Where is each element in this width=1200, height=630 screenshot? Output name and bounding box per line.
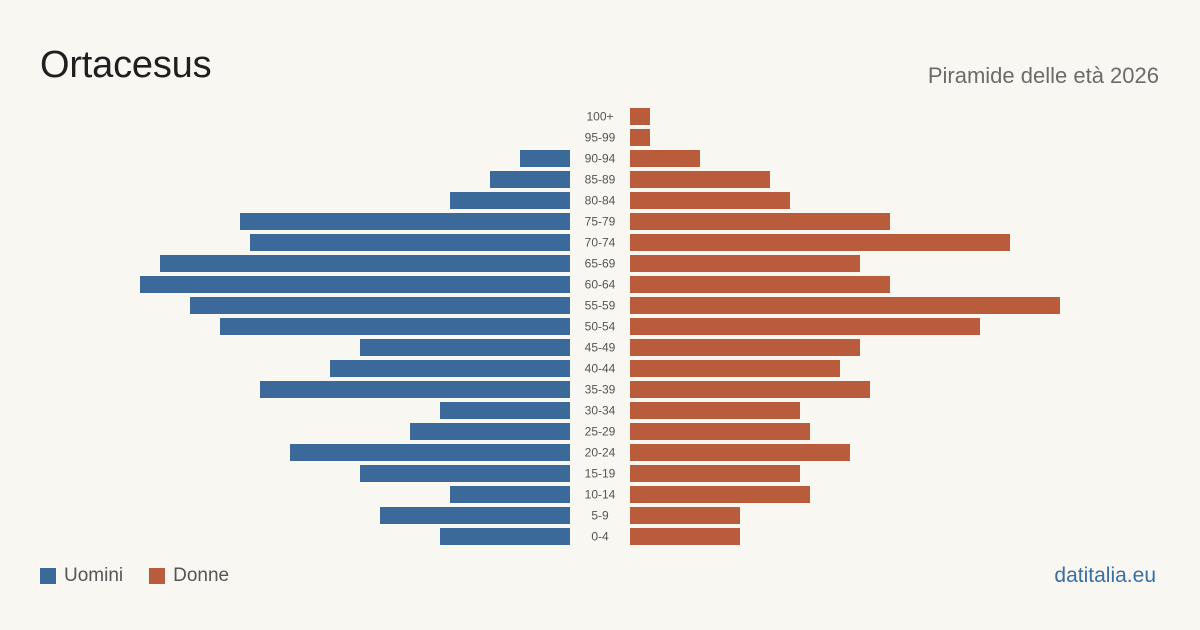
- bar-men-70-74: [250, 234, 570, 251]
- age-group-label: 10-14: [585, 488, 616, 502]
- legend-label-women: Donne: [173, 565, 230, 586]
- age-group-label: 55-59: [585, 299, 616, 313]
- age-group-label: 50-54: [585, 320, 616, 334]
- bar-women-90-94: [630, 150, 700, 167]
- bar-men-30-34: [440, 402, 570, 419]
- age-group-label: 5-9: [591, 509, 609, 523]
- age-group-label: 40-44: [585, 362, 616, 376]
- age-group-label: 45-49: [585, 341, 616, 355]
- page-title: Ortacesus: [40, 44, 212, 86]
- bar-men-55-59: [190, 297, 570, 314]
- age-group-label: 90-94: [585, 152, 616, 166]
- age-group-label: 65-69: [585, 257, 616, 271]
- age-group-label: 60-64: [585, 278, 616, 292]
- bar-women-70-74: [630, 234, 1010, 251]
- age-group-label: 35-39: [585, 383, 616, 397]
- bar-men-65-69: [160, 255, 570, 272]
- age-group-label: 100+: [586, 110, 613, 124]
- bar-men-25-29: [410, 423, 570, 440]
- bar-women-45-49: [630, 339, 860, 356]
- bar-women-60-64: [630, 276, 890, 293]
- age-group-label: 75-79: [585, 215, 616, 229]
- bar-women-30-34: [630, 402, 800, 419]
- bar-women-100+: [630, 108, 650, 125]
- bar-men-40-44: [330, 360, 570, 377]
- bar-men-20-24: [290, 444, 570, 461]
- bar-men-50-54: [220, 318, 570, 335]
- bar-women-75-79: [630, 213, 890, 230]
- bar-men-90-94: [520, 150, 570, 167]
- age-group-label: 30-34: [585, 404, 616, 418]
- legend-item-men: Uomini: [40, 565, 123, 587]
- bar-women-95-99: [630, 129, 650, 146]
- bar-women-65-69: [630, 255, 860, 272]
- bar-women-5-9: [630, 507, 740, 524]
- legend-swatch-women: [149, 568, 166, 584]
- legend-label-men: Uomini: [64, 565, 124, 586]
- bar-women-80-84: [630, 192, 790, 209]
- age-group-label: 95-99: [585, 131, 616, 145]
- bar-men-85-89: [490, 171, 570, 188]
- bar-women-50-54: [630, 318, 980, 335]
- bar-men-75-79: [240, 213, 570, 230]
- age-group-label: 20-24: [585, 446, 616, 460]
- bar-women-85-89: [630, 171, 770, 188]
- bar-men-5-9: [380, 507, 570, 524]
- bar-women-55-59: [630, 297, 1060, 314]
- bar-men-0-4: [440, 528, 570, 545]
- bar-women-0-4: [630, 528, 740, 545]
- bar-women-35-39: [630, 381, 870, 398]
- bar-women-40-44: [630, 360, 840, 377]
- bar-men-15-19: [360, 465, 570, 482]
- age-group-label: 15-19: [585, 467, 616, 481]
- bar-women-15-19: [630, 465, 800, 482]
- bar-men-80-84: [450, 192, 570, 209]
- age-group-label: 70-74: [585, 236, 616, 250]
- age-group-label: 85-89: [585, 173, 616, 187]
- bar-men-60-64: [140, 276, 570, 293]
- age-group-label: 0-4: [591, 530, 609, 544]
- age-group-label: 25-29: [585, 425, 616, 439]
- age-group-label: 80-84: [585, 194, 616, 208]
- bar-men-10-14: [450, 486, 570, 503]
- legend-swatch-men: [40, 568, 56, 584]
- legend: Uomini Donne: [40, 565, 255, 587]
- bar-women-10-14: [630, 486, 810, 503]
- bar-women-25-29: [630, 423, 810, 440]
- bar-men-45-49: [360, 339, 570, 356]
- legend-item-women: Donne: [149, 565, 229, 587]
- source-link[interactable]: datitalia.eu: [1054, 564, 1156, 587]
- chart-subtitle: Piramide delle età 2026: [927, 63, 1159, 88]
- bar-women-20-24: [630, 444, 850, 461]
- bar-men-35-39: [260, 381, 570, 398]
